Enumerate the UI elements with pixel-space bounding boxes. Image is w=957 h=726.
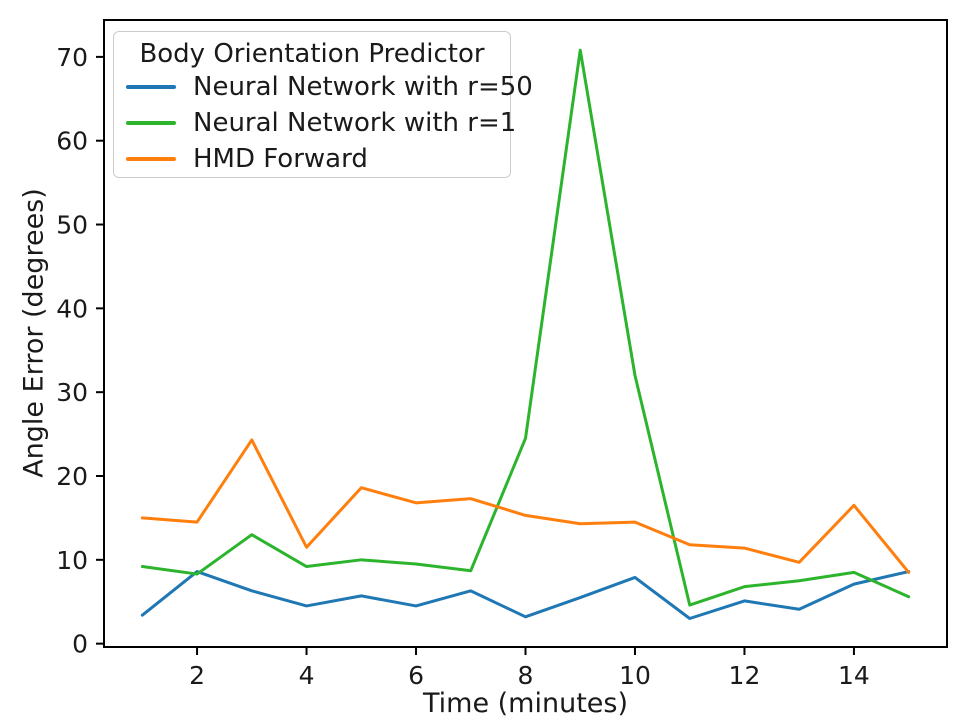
x-tick-label: 12 — [729, 661, 761, 690]
y-axis-label: Angle Error (degrees) — [18, 188, 50, 478]
legend-item: Neural Network with r=1 — [114, 105, 516, 141]
x-axis-label: Time (minutes) — [422, 688, 629, 719]
y-tick-label: 30 — [56, 378, 88, 407]
y-tick-label: 50 — [56, 211, 88, 240]
legend-item: HMD Forward — [114, 141, 510, 177]
legend-item-label: Neural Network with r=50 — [193, 72, 533, 102]
x-tick-label: 8 — [518, 661, 534, 690]
legend: Body Orientation Predictor Neural Networ… — [113, 31, 533, 178]
series-line — [140, 438, 911, 574]
x-tick-label: 2 — [189, 661, 205, 690]
y-tick-label: 10 — [56, 546, 88, 575]
x-tick-label: 14 — [838, 661, 870, 690]
legend-line-swatch — [126, 121, 176, 125]
legend-title: Body Orientation Predictor — [139, 39, 485, 69]
legend-item-label: HMD Forward — [193, 144, 368, 174]
series-line — [140, 48, 911, 607]
y-tick-label: 70 — [56, 43, 88, 72]
x-tick-label: 10 — [619, 661, 651, 690]
y-tick-label: 60 — [56, 127, 88, 156]
x-tick-label: 6 — [408, 661, 424, 690]
x-tick-label: 4 — [299, 661, 315, 690]
legend-item: Neural Network with r=50 — [114, 69, 533, 105]
plot-frame — [103, 19, 948, 648]
y-tick-label: 40 — [56, 294, 88, 323]
legend-line-swatch — [126, 85, 176, 89]
y-tick-label: 20 — [56, 462, 88, 491]
legend-items: Neural Network with r=50 Neural Network w… — [114, 69, 533, 177]
y-tick-label: 0 — [72, 630, 88, 659]
series-line — [140, 570, 911, 620]
legend-item-label: Neural Network with r=1 — [193, 108, 517, 138]
legend-line-swatch — [126, 157, 176, 161]
